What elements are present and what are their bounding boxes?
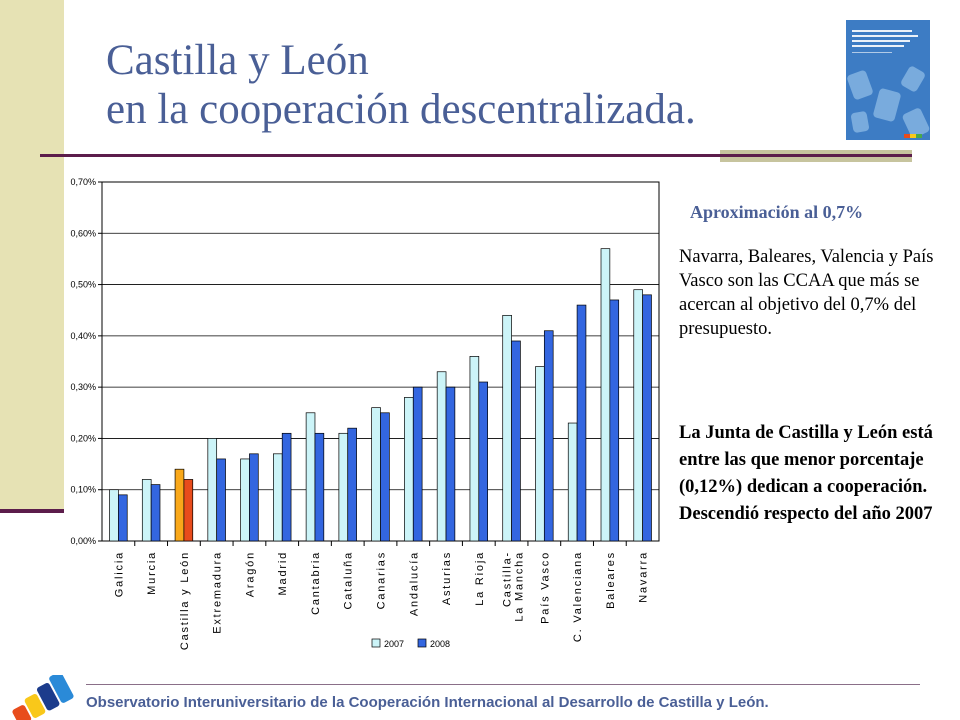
bar-2008 xyxy=(118,494,128,542)
bar-2008 xyxy=(642,294,652,542)
bar-2007 xyxy=(305,412,316,542)
left-decor-rule xyxy=(0,509,64,513)
side-paragraph: Navarra, Baleares, Valencia y País Vasco… xyxy=(679,247,934,339)
bar-2008 xyxy=(216,458,226,542)
bar-2008 xyxy=(609,299,620,542)
x-tick-label: C. Valenciana xyxy=(572,551,584,642)
y-tick-label: 0,70% xyxy=(70,177,96,187)
bar-2008 xyxy=(576,304,587,542)
bar-2007 xyxy=(469,356,480,542)
x-tick-label: Galicia xyxy=(113,551,125,597)
x-tick-label: Murcia xyxy=(146,551,158,595)
bar-chart: 0,00% 0,10% 0,20% 0,30% 0,40% 0,50% 0,60% 0,70%… xyxy=(70,177,660,650)
y-tick-label: 0,40% xyxy=(70,331,96,341)
legend-label-2008: 2008 xyxy=(430,639,450,649)
slide-title-line2: en la cooperación descentralizada. xyxy=(106,86,696,133)
x-tick-label: Andalucía xyxy=(408,551,420,616)
slide-title-line1: Castilla y León xyxy=(106,37,369,84)
bar-2007 xyxy=(273,453,283,542)
x-tick-label: País Vasco xyxy=(539,551,551,624)
bar-2007 xyxy=(141,479,152,542)
bar-2008 xyxy=(380,412,390,542)
bar-2008 xyxy=(412,386,423,542)
x-tick-label: Asturias xyxy=(441,551,453,605)
observatory-logo-icon xyxy=(12,675,74,720)
y-tick-label: 0,60% xyxy=(70,228,96,238)
x-tick-label: Aragón xyxy=(244,551,256,597)
x-tick-label: La Rioja xyxy=(474,551,486,606)
bar-2008 xyxy=(543,330,554,542)
y-tick-label: 0,50% xyxy=(70,280,96,290)
bar-2007 xyxy=(174,468,185,542)
x-tick-label: Castilla-La Mancha xyxy=(502,551,526,622)
bar-2007 xyxy=(240,458,250,542)
x-tick-label: Cataluña xyxy=(343,551,355,609)
x-tick-label: Baleares xyxy=(605,551,617,609)
bar-2007 xyxy=(338,432,349,542)
side-bold-paragraph: La Junta de Castilla y León está entre l… xyxy=(679,423,933,524)
bar-2008 xyxy=(314,432,325,542)
x-tick-label: Madrid xyxy=(277,551,289,595)
bar-2007 xyxy=(567,422,578,542)
slide-title: Castilla y León en la cooperación descen… xyxy=(106,36,826,134)
x-tick-label: Extremadura xyxy=(212,551,224,634)
bar-2007 xyxy=(207,438,218,542)
x-tick-label: Castilla y León xyxy=(179,551,191,650)
bar-2008 xyxy=(445,386,456,542)
bar-2007 xyxy=(436,371,447,542)
side-heading: Aproximación al 0,7% xyxy=(690,202,864,222)
bar-2007 xyxy=(535,366,545,542)
bar-2007 xyxy=(109,489,119,542)
left-decor-band xyxy=(0,0,64,513)
bar-2008 xyxy=(511,340,521,542)
bar-2008 xyxy=(281,432,292,542)
legend-swatch-2008 xyxy=(417,638,427,648)
bar-2007 xyxy=(600,248,611,542)
y-tick-label: 0,10% xyxy=(70,485,96,495)
bar-2008 xyxy=(150,484,161,542)
bar-2008 xyxy=(478,381,488,542)
bar-2008 xyxy=(347,427,357,542)
bar-2007 xyxy=(371,407,381,542)
bar-2007 xyxy=(633,289,643,542)
bar-2007 xyxy=(404,397,414,542)
legend-label-2007: 2007 xyxy=(384,639,404,649)
legend-swatch-2007 xyxy=(371,638,381,648)
x-tick-label: Cantabria xyxy=(310,551,322,615)
y-tick-label: 0,30% xyxy=(70,382,96,392)
footer-rule xyxy=(86,684,920,685)
bar-2008 xyxy=(249,453,259,542)
title-rule xyxy=(40,154,912,157)
bar-2008 xyxy=(183,479,194,542)
bar-2007 xyxy=(502,314,512,542)
x-tick-label: Navarra xyxy=(638,551,650,603)
y-tick-label: 0,00% xyxy=(70,536,96,546)
footer-text: Observatorio Interuniversitario de la Co… xyxy=(86,694,769,711)
x-tick-label: Canarias xyxy=(376,551,388,609)
report-cover-image xyxy=(846,20,930,140)
y-tick-label: 0,20% xyxy=(70,433,96,443)
